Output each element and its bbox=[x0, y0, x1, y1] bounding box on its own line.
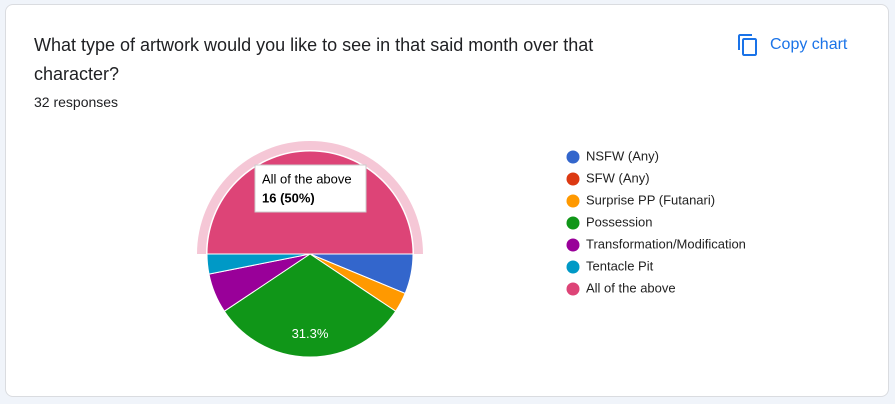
legend-label: Possession bbox=[586, 214, 652, 229]
copy-chart-label: Copy chart bbox=[770, 36, 848, 53]
legend-label: Transformation/Modification bbox=[586, 236, 746, 251]
legend-label: Tentacle Pit bbox=[586, 258, 654, 273]
legend-swatch bbox=[566, 150, 580, 164]
legend-label: All of the above bbox=[586, 280, 676, 295]
tooltip-category: All of the above bbox=[262, 171, 352, 186]
tooltip: All of the above 16 (50%) bbox=[254, 164, 367, 213]
legend-swatch bbox=[566, 260, 580, 274]
legend-swatch bbox=[566, 172, 580, 186]
slice-label: 31.3% bbox=[292, 326, 329, 341]
legend-swatch bbox=[566, 238, 580, 252]
chart-card: What type of artwork would you like to s… bbox=[5, 4, 889, 397]
response-count: 32 responses bbox=[34, 94, 119, 110]
legend-swatch bbox=[566, 282, 580, 296]
question-title: What type of artwork would you like to s… bbox=[34, 35, 594, 84]
tooltip-box bbox=[254, 164, 367, 213]
legend-label: SFW (Any) bbox=[586, 170, 650, 185]
copy-chart-button[interactable]: Copy chart bbox=[736, 29, 847, 61]
legend-swatch bbox=[566, 216, 580, 230]
slice bbox=[223, 253, 397, 358]
tooltip-value: 16 (50%) bbox=[262, 190, 315, 205]
legend-label: Surprise PP (Futanari) bbox=[586, 192, 715, 207]
legend-label: NSFW (Any) bbox=[586, 148, 659, 163]
legend-swatch bbox=[566, 194, 580, 208]
copy-icon bbox=[738, 34, 757, 56]
